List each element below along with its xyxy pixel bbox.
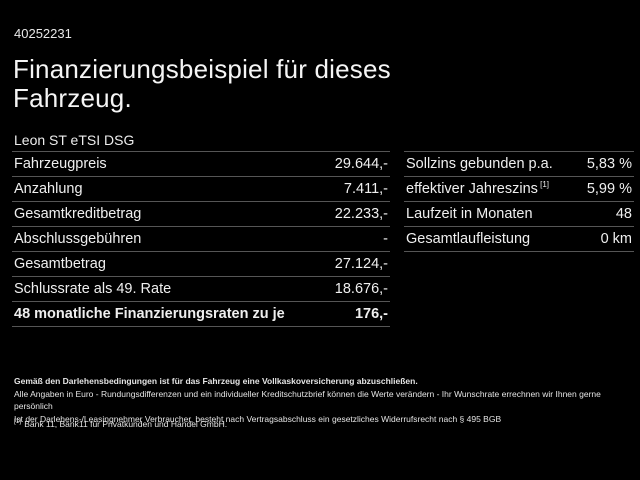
page-title: Finanzierungsbeispiel für dieses Fahrzeu… [13,55,391,113]
row-value: - [383,231,388,247]
row-value: 7.411,- [343,181,388,197]
vehicle-model: Leon ST eTSI DSG [14,132,135,148]
row-label: Abschlussgebühren [14,231,142,247]
row-label: Gesamtkreditbetrag [14,206,142,222]
row-value: 48 [615,206,632,222]
page-title-line2: Fahrzeug. [13,83,132,113]
row-value: 27.124,- [334,256,388,272]
row-value: 5,99 % [586,181,632,197]
fine-print: Gemäß den Darlehensbedingungen ist für d… [14,375,629,425]
row-label: Gesamtlaufleistung [406,231,531,247]
row-label: 48 monatliche Finanzierungsraten zu je [14,306,285,322]
table-row: Fahrzeugpreis 29.644,- [12,151,390,176]
page-title-line1: Finanzierungsbeispiel für dieses [13,54,391,84]
table-row: Anzahlung 7.411,- [12,176,390,201]
footnote: [1] Bank 11, Bank11 für Privatkunden und … [14,418,228,429]
footnote-text: Bank 11, Bank11 für Privatkunden und Han… [24,419,228,429]
interest-terms-table: Sollzins gebunden p.a. 5,83 % effektiver J… [404,151,634,252]
fine-print-line2: Alle Angaben in Euro - Rundungsdifferenz… [14,388,601,412]
row-label: Gesamtbetrag [14,256,106,272]
listing-ref-number: 40252231 [14,26,72,41]
row-label: Anzahlung [14,181,83,197]
table-row: Gesamtkreditbetrag 22.233,- [12,201,390,226]
row-value: 18.676,- [334,281,388,297]
row-value: 22.233,- [334,206,388,222]
table-row: Gesamtlaufleistung 0 km [404,226,634,251]
table-row: 48 monatliche Finanzierungsraten zu je 17… [12,301,390,326]
row-label: effektiver Jahreszins [1] [406,180,550,197]
table-row: Gesamtbetrag 27.124,- [12,251,390,276]
financing-details-table: Fahrzeugpreis 29.644,- Anzahlung 7.411,- Ges… [12,151,390,327]
table-row: Sollzins gebunden p.a. 5,83 % [404,151,634,176]
table-row: Schlussrate als 49. Rate 18.676,- [12,276,390,301]
row-value: 176,- [354,306,388,322]
fine-print-line1: Gemäß den Darlehensbedingungen ist für d… [14,376,418,386]
footnote-ref-marker: [1] [537,180,550,190]
row-value: 29.644,- [334,156,388,172]
fine-print-line3: Ist der Darlehens-/Leasingnehmer Verbrau… [14,413,502,424]
row-value: 5,83 % [586,156,632,172]
row-label: Schlussrate als 49. Rate [14,281,172,297]
row-label: Laufzeit in Monaten [406,206,533,222]
row-value: 0 km [600,231,632,247]
table-row: Laufzeit in Monaten 48 [404,201,634,226]
footnote-marker: [1] [14,418,22,426]
table-row: Abschlussgebühren - [12,226,390,251]
row-label: Fahrzeugpreis [14,156,107,172]
row-label: Sollzins gebunden p.a. [406,156,553,172]
table-row: effektiver Jahreszins [1] 5,99 % [404,176,634,201]
